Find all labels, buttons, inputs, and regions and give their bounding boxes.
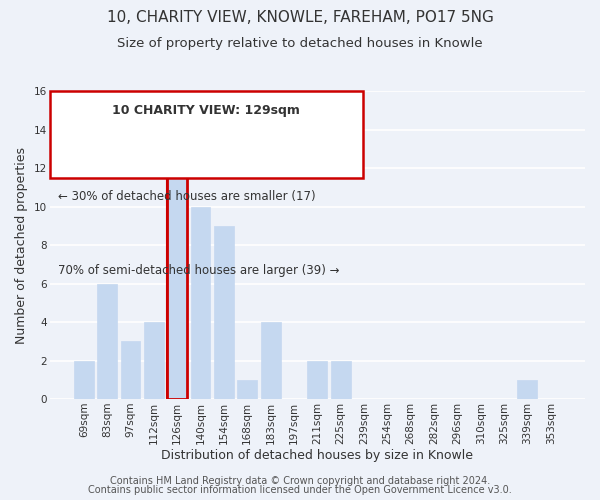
FancyBboxPatch shape bbox=[50, 92, 363, 178]
Bar bbox=[74, 360, 94, 399]
X-axis label: Distribution of detached houses by size in Knowle: Distribution of detached houses by size … bbox=[161, 450, 473, 462]
Bar bbox=[331, 360, 350, 399]
Text: 70% of semi-detached houses are larger (39) →: 70% of semi-detached houses are larger (… bbox=[58, 264, 339, 276]
Text: Size of property relative to detached houses in Knowle: Size of property relative to detached ho… bbox=[117, 38, 483, 51]
Bar bbox=[121, 342, 140, 399]
Bar bbox=[307, 360, 327, 399]
Bar bbox=[144, 322, 164, 399]
Text: 10 CHARITY VIEW: 129sqm: 10 CHARITY VIEW: 129sqm bbox=[112, 104, 300, 117]
Text: 10, CHARITY VIEW, KNOWLE, FAREHAM, PO17 5NG: 10, CHARITY VIEW, KNOWLE, FAREHAM, PO17 … bbox=[107, 10, 493, 25]
Bar bbox=[214, 226, 234, 399]
Text: Contains HM Land Registry data © Crown copyright and database right 2024.: Contains HM Land Registry data © Crown c… bbox=[110, 476, 490, 486]
Bar bbox=[191, 207, 211, 399]
Bar bbox=[260, 322, 281, 399]
Bar bbox=[517, 380, 538, 399]
Text: Contains public sector information licensed under the Open Government Licence v3: Contains public sector information licen… bbox=[88, 485, 512, 495]
Bar bbox=[238, 380, 257, 399]
Text: ← 30% of detached houses are smaller (17): ← 30% of detached houses are smaller (17… bbox=[58, 190, 315, 203]
Bar bbox=[97, 284, 117, 399]
Bar bbox=[167, 149, 187, 399]
Y-axis label: Number of detached properties: Number of detached properties bbox=[15, 147, 28, 344]
